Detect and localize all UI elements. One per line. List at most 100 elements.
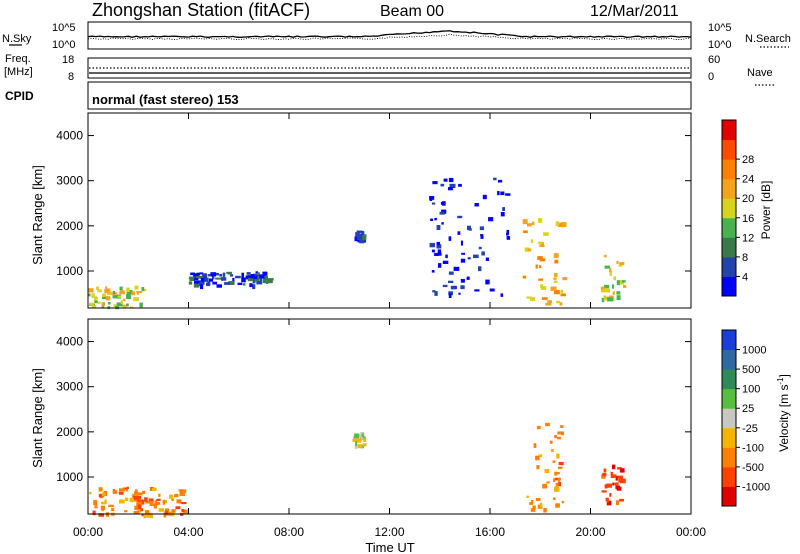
power-echo-cell bbox=[189, 276, 195, 281]
power-echo-cell bbox=[601, 297, 605, 303]
velocity-echo-cell bbox=[142, 490, 146, 494]
power-echo-cell bbox=[603, 287, 606, 292]
power-echo-cell bbox=[554, 289, 560, 295]
power-echo-cell bbox=[434, 217, 437, 221]
power-echo-cell bbox=[246, 272, 251, 275]
velocity-echo-cell bbox=[181, 509, 185, 512]
power-echo-cell bbox=[136, 291, 143, 293]
power-echo-cell bbox=[252, 278, 256, 284]
power-ylabel: Slant Range [km] bbox=[30, 165, 45, 265]
power-echo-cell bbox=[448, 280, 454, 283]
power-echo-cell bbox=[438, 263, 442, 268]
velocity-colorbar-label: Velocity [m s-1] bbox=[776, 374, 791, 452]
power-echo-cell bbox=[194, 280, 200, 284]
nave-tick-top: 60 bbox=[708, 54, 720, 66]
velocity-colorbar-frame bbox=[721, 329, 737, 507]
cpid-panel: CPID normal (fast stereo) 153 bbox=[5, 81, 692, 110]
velocity-colorbar-tick-label: -500 bbox=[742, 462, 764, 474]
power-echo-cell bbox=[448, 291, 453, 296]
power-echo-cell bbox=[442, 284, 448, 288]
velocity-echo-cell bbox=[530, 508, 536, 512]
power-echo-cell bbox=[215, 272, 219, 276]
power-echo-cell bbox=[120, 300, 123, 305]
power-echo-cell bbox=[609, 267, 612, 273]
velocity-echo-cell bbox=[542, 483, 548, 489]
velocity-echo-cell bbox=[609, 492, 612, 497]
velocity-echo-cell bbox=[354, 445, 358, 449]
power-echo-cell bbox=[431, 270, 435, 273]
time-tick-label: 00:00 bbox=[676, 525, 706, 539]
velocity-colorbar-swatch bbox=[722, 486, 736, 507]
power-echo-cell bbox=[506, 236, 511, 240]
velocity-echo-cell bbox=[553, 478, 556, 482]
velocity-ytick-label: 3000 bbox=[56, 380, 83, 394]
velocity-echo-cell bbox=[602, 472, 607, 477]
power-ytick-label: 3000 bbox=[56, 174, 83, 188]
power-echo-cell bbox=[612, 291, 615, 295]
power-echo-cell bbox=[102, 296, 106, 299]
power-echo-cell bbox=[539, 244, 545, 247]
power-echo-cell bbox=[107, 302, 111, 305]
power-echo-cell bbox=[136, 292, 139, 295]
velocity-colorbar-swatch bbox=[722, 408, 736, 429]
power-echo-cell bbox=[229, 281, 235, 285]
noise-search-label: N.Search bbox=[745, 33, 791, 45]
power-echo-cell bbox=[112, 295, 118, 299]
power-echo-cell bbox=[102, 293, 106, 299]
velocity-yticks: 1000 2000 3000 4000 bbox=[56, 335, 691, 484]
power-echo-cell bbox=[442, 260, 449, 264]
velocity-echo-cell bbox=[615, 500, 620, 506]
power-echo-cell bbox=[97, 301, 101, 304]
velocity-echo-cell bbox=[136, 501, 142, 507]
velocity-echo-cell bbox=[606, 500, 612, 506]
velocity-echo-cell bbox=[166, 511, 172, 515]
power-echo-cell bbox=[96, 286, 100, 290]
velocity-echo-cell bbox=[554, 485, 559, 489]
velocity-echo-cell bbox=[531, 499, 534, 504]
power-echo-cell bbox=[126, 290, 133, 295]
power-echo-cell bbox=[106, 296, 111, 301]
power-echo-cell bbox=[262, 279, 267, 283]
power-echo-cell bbox=[437, 249, 442, 253]
power-echo-cell bbox=[116, 302, 123, 307]
power-echo-cell bbox=[618, 264, 623, 267]
velocity-echo-cell bbox=[156, 498, 160, 502]
power-echo-cell bbox=[460, 279, 465, 283]
power-echo-cell bbox=[429, 242, 435, 248]
power-echo-cell bbox=[604, 284, 610, 289]
power-echo-cell bbox=[356, 235, 362, 241]
power-echo-cell bbox=[355, 232, 360, 237]
power-echo-cell bbox=[94, 297, 98, 300]
freq-unit-label: [MHz] bbox=[4, 66, 33, 78]
power-echo-cell bbox=[609, 295, 614, 298]
power-echo-cell bbox=[129, 306, 133, 309]
power-echo-cell bbox=[235, 275, 241, 279]
velocity-echo-cell bbox=[546, 481, 550, 484]
nave-tick-bottom: 0 bbox=[708, 71, 714, 83]
power-echo-cell bbox=[431, 249, 435, 253]
power-echo-cell bbox=[134, 285, 139, 290]
velocity-echo-cell bbox=[354, 433, 360, 438]
power-echo-cell bbox=[482, 194, 487, 200]
power-echo-cell bbox=[537, 256, 543, 260]
power-echo-cell bbox=[206, 282, 211, 287]
power-echo-cell bbox=[241, 272, 244, 278]
power-echo-cell bbox=[538, 218, 543, 223]
velocity-echo-cell bbox=[560, 425, 564, 428]
power-echo-cell bbox=[448, 271, 454, 275]
power-echo-cell bbox=[436, 244, 442, 249]
velocity-echo-cell bbox=[137, 499, 144, 503]
power-echo-cell bbox=[432, 181, 438, 185]
freq-label: Freq. bbox=[5, 53, 31, 65]
velocity-echo-cell bbox=[112, 490, 118, 494]
power-echo-cell bbox=[195, 276, 201, 279]
velocity-panel: Slant Range [km] 1000 2000 3000 4000 bbox=[30, 318, 692, 519]
power-echo-cell bbox=[553, 277, 557, 280]
power-echo-cell bbox=[429, 198, 433, 201]
velocity-echo-cell bbox=[606, 499, 609, 503]
power-echo-cell bbox=[190, 272, 195, 276]
power-echo-cell bbox=[199, 272, 204, 275]
velocity-echo-cell bbox=[130, 497, 134, 503]
power-echo-cell bbox=[245, 275, 252, 280]
velocity-echo-cell bbox=[554, 471, 558, 476]
